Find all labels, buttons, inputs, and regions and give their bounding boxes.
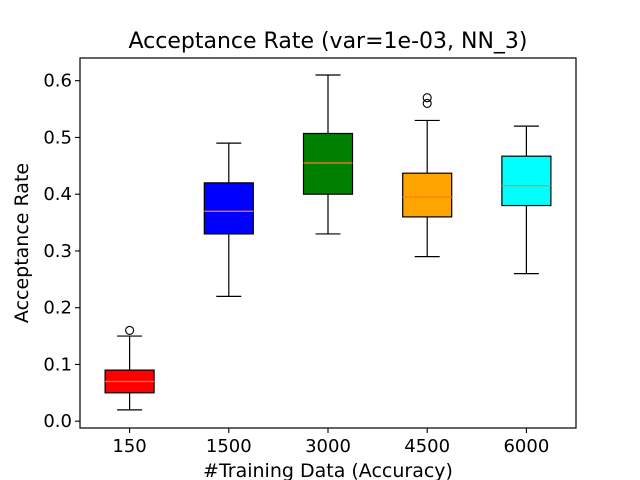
chart-title: Acceptance Rate (var=1e-03, NN_3) [129,29,528,54]
box-1500 [203,142,254,297]
outlier-point [422,93,432,103]
y-tick-label: 0.1 [43,354,72,375]
x-tick-label: 3000 [305,436,351,457]
outlier-point [422,98,432,108]
axes: 0.0 0.1 0.2 0.3 0.4 0.5 0.6 150 1500 3000 4500 6000 [43,57,577,457]
y-axis-label: Acceptance Rate [11,163,33,323]
box-6000 [501,125,552,275]
y-tick-label: 0.6 [43,71,72,92]
x-tick-label: 4500 [404,436,450,457]
y-tick-label: 0.0 [43,411,72,432]
box-3000 [302,74,354,235]
outlier-point [125,325,135,335]
iqr-box [302,132,354,195]
box-150 [104,325,155,411]
box-4500 [402,93,453,258]
y-tick-label: 0.2 [43,298,72,319]
x-tick-label: 1500 [206,436,252,457]
iqr-box [501,155,552,207]
x-tick-label: 6000 [503,436,549,457]
y-tick-label: 0.4 [43,184,72,205]
x-axis-label: #Training Data (Accuracy) [203,460,453,480]
y-tick-label: 0.3 [43,241,72,262]
x-tick-label: 150 [112,436,146,457]
iqr-box [402,172,453,218]
plot-area [104,74,552,411]
y-tick-label: 0.5 [43,127,72,148]
iqr-box [203,182,254,235]
